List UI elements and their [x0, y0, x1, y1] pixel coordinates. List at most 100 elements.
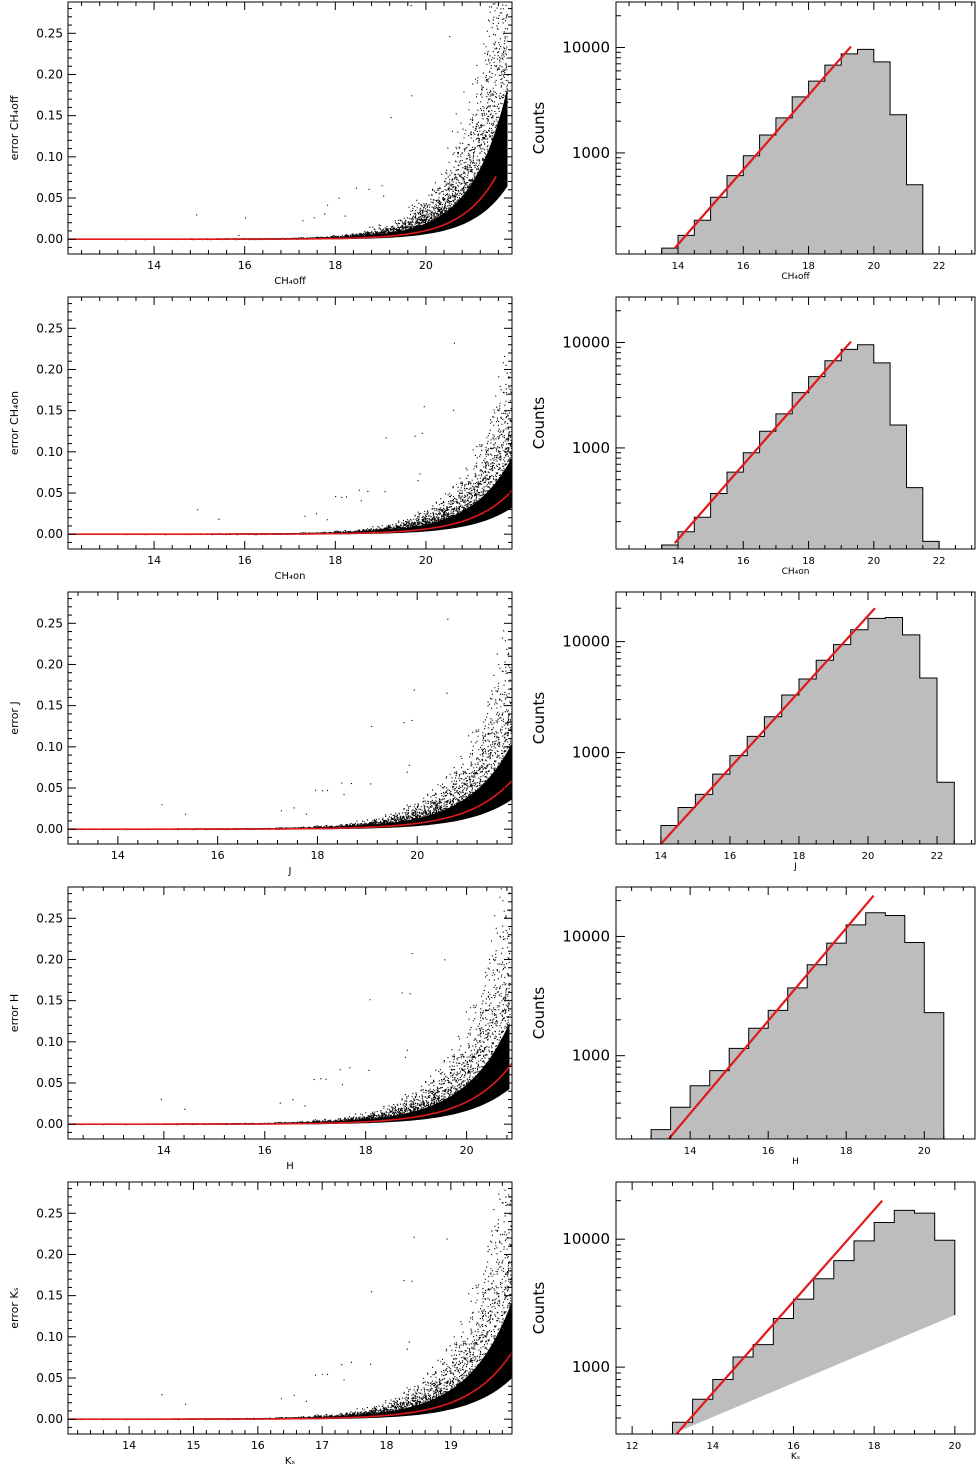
- x-tick-label: 16: [762, 1146, 775, 1157]
- dense-band: [68, 1301, 512, 1420]
- scatter-dots: [81, 618, 512, 831]
- x-tick-label: 22: [931, 851, 944, 862]
- x-axis: 12 14 16 18 20: [626, 1182, 976, 1452]
- y-tick-label: 1000: [572, 1358, 610, 1376]
- dense-band: [68, 743, 512, 830]
- y-tick-label: 0.10: [36, 150, 63, 164]
- y-tick-label: 0.25: [36, 26, 63, 40]
- y-tick-label: 0.10: [36, 445, 63, 459]
- x-tick-label: 20: [419, 259, 433, 272]
- y-tick-label: 0.20: [36, 952, 63, 966]
- x-tick-label: 16: [787, 1441, 800, 1452]
- x-tick-label: 20: [867, 261, 880, 272]
- x-tick-label: 14: [157, 1144, 171, 1157]
- y-tick-label: 0.20: [36, 1247, 63, 1261]
- x-tick-label: 20: [862, 851, 875, 862]
- scatter-dots: [125, 2, 509, 241]
- x-tick-label: 20: [419, 554, 433, 567]
- scatter-dots: [125, 342, 512, 536]
- plot-frame: [67, 296, 513, 550]
- y-axis-label: Counts: [530, 692, 548, 745]
- x-axis: 14 16 18 20: [82, 887, 508, 1157]
- y-axis: 0.00 0.05 0.10 0.15 0.20 0.25: [36, 598, 512, 838]
- histogram-panel-1: 14 16 18 20 22 1000 10000 CH₄off Counts: [530, 1, 976, 282]
- x-tick-label: 20: [948, 1441, 961, 1452]
- data-points: [68, 2, 509, 241]
- plot-frame: [615, 886, 976, 1140]
- x-tick-label: 14: [122, 1439, 136, 1452]
- y-tick-label: 0.05: [36, 486, 63, 500]
- y-tick-label: 0.10: [36, 1035, 63, 1049]
- y-tick-label: 0.15: [36, 1289, 63, 1303]
- scatter-dots: [81, 1189, 512, 1421]
- y-tick-label: 10000: [562, 333, 610, 351]
- histogram-bars: [672, 1209, 956, 1434]
- fit-line: [660, 607, 876, 845]
- y-axis: 0.00 0.05 0.10 0.15 0.20 0.25: [36, 303, 512, 543]
- scatter-dots: [81, 888, 511, 1126]
- x-tick-label: 14: [655, 851, 668, 862]
- y-axis-label: error Kₛ: [8, 1287, 21, 1328]
- plot-frame: [67, 1181, 513, 1435]
- x-axis: 14 15 16 17 18 19: [77, 1182, 503, 1452]
- y-tick-label: 0.15: [36, 404, 63, 418]
- x-tick-label: 14: [706, 1441, 719, 1452]
- fit-curve: [68, 779, 512, 830]
- x-axis-label: H: [286, 1161, 294, 1172]
- y-tick-label: 0.10: [36, 740, 63, 754]
- x-tick-label: 18: [802, 556, 815, 567]
- x-axis-label: Kₛ: [285, 1456, 296, 1467]
- x-tick-label: 18: [868, 1441, 881, 1452]
- y-tick-label: 1000: [572, 1047, 610, 1065]
- y-tick-label: 0.00: [36, 1412, 63, 1426]
- histogram-bars: [661, 344, 940, 550]
- x-tick-label: 14: [672, 556, 685, 567]
- x-tick-label: 15: [186, 1439, 200, 1452]
- histogram-panel-9: 12 14 16 18 20 1000 10000 Kₛ Counts: [530, 1181, 976, 1462]
- x-tick-label: 16: [258, 1144, 272, 1157]
- y-tick-label: 1000: [572, 439, 610, 457]
- plot-frame: [615, 296, 976, 550]
- x-axis-label: Kₛ: [791, 1452, 800, 1462]
- histogram-panel-5: 14 16 18 20 22 1000 10000 J Counts: [530, 591, 976, 872]
- x-tick-label: 16: [724, 851, 737, 862]
- data-points: [68, 618, 512, 831]
- x-tick-label: 20: [460, 1144, 474, 1157]
- x-tick-label: 18: [328, 259, 342, 272]
- scatter-panel-0: 14 16 18 20 0.00 0.05 0.10 0.15 0.20 0.25 CH₄off er…: [8, 1, 513, 287]
- x-axis: 14 16 18 20: [81, 2, 499, 272]
- y-tick-label: 0.05: [36, 1371, 63, 1385]
- x-tick-label: 18: [359, 1144, 373, 1157]
- y-tick-label: 0.20: [36, 657, 63, 671]
- y-axis: 1000 10000: [562, 15, 625, 228]
- data-points: [68, 888, 512, 1126]
- fit-curve: [68, 1350, 512, 1420]
- x-axis: 14 16 18 20 22: [628, 2, 973, 272]
- data-points: [68, 1189, 512, 1421]
- x-tick-label: 20: [410, 849, 424, 862]
- y-tick-label: 10000: [562, 38, 610, 56]
- scatter-panel-8: 14 15 16 17 18 19 0.00 0.05 0.10 0.15 0.20 0.25 Kₛ er…: [8, 1181, 513, 1467]
- x-tick-label: 14: [147, 259, 161, 272]
- y-tick-label: 0.25: [36, 911, 63, 925]
- x-tick-label: 18: [328, 554, 342, 567]
- x-axis: 14 16 18 20: [631, 887, 964, 1157]
- y-tick-label: 10000: [562, 927, 610, 945]
- x-tick-label: 20: [867, 556, 880, 567]
- x-tick-label: 16: [238, 259, 252, 272]
- y-tick-label: 0.05: [36, 781, 63, 795]
- x-axis-label: CH₄off: [274, 276, 307, 287]
- x-tick-label: 16: [737, 556, 750, 567]
- x-tick-label: 14: [684, 1146, 697, 1157]
- y-axis-label: error CH₄on: [8, 391, 21, 455]
- x-tick-label: 18: [310, 849, 324, 862]
- y-tick-label: 0.00: [36, 822, 63, 836]
- x-tick-label: 22: [933, 556, 946, 567]
- y-axis-label: error J: [8, 701, 21, 734]
- y-axis-label: Counts: [530, 987, 548, 1040]
- y-tick-label: 0.00: [36, 232, 63, 246]
- y-tick-label: 1000: [572, 744, 610, 762]
